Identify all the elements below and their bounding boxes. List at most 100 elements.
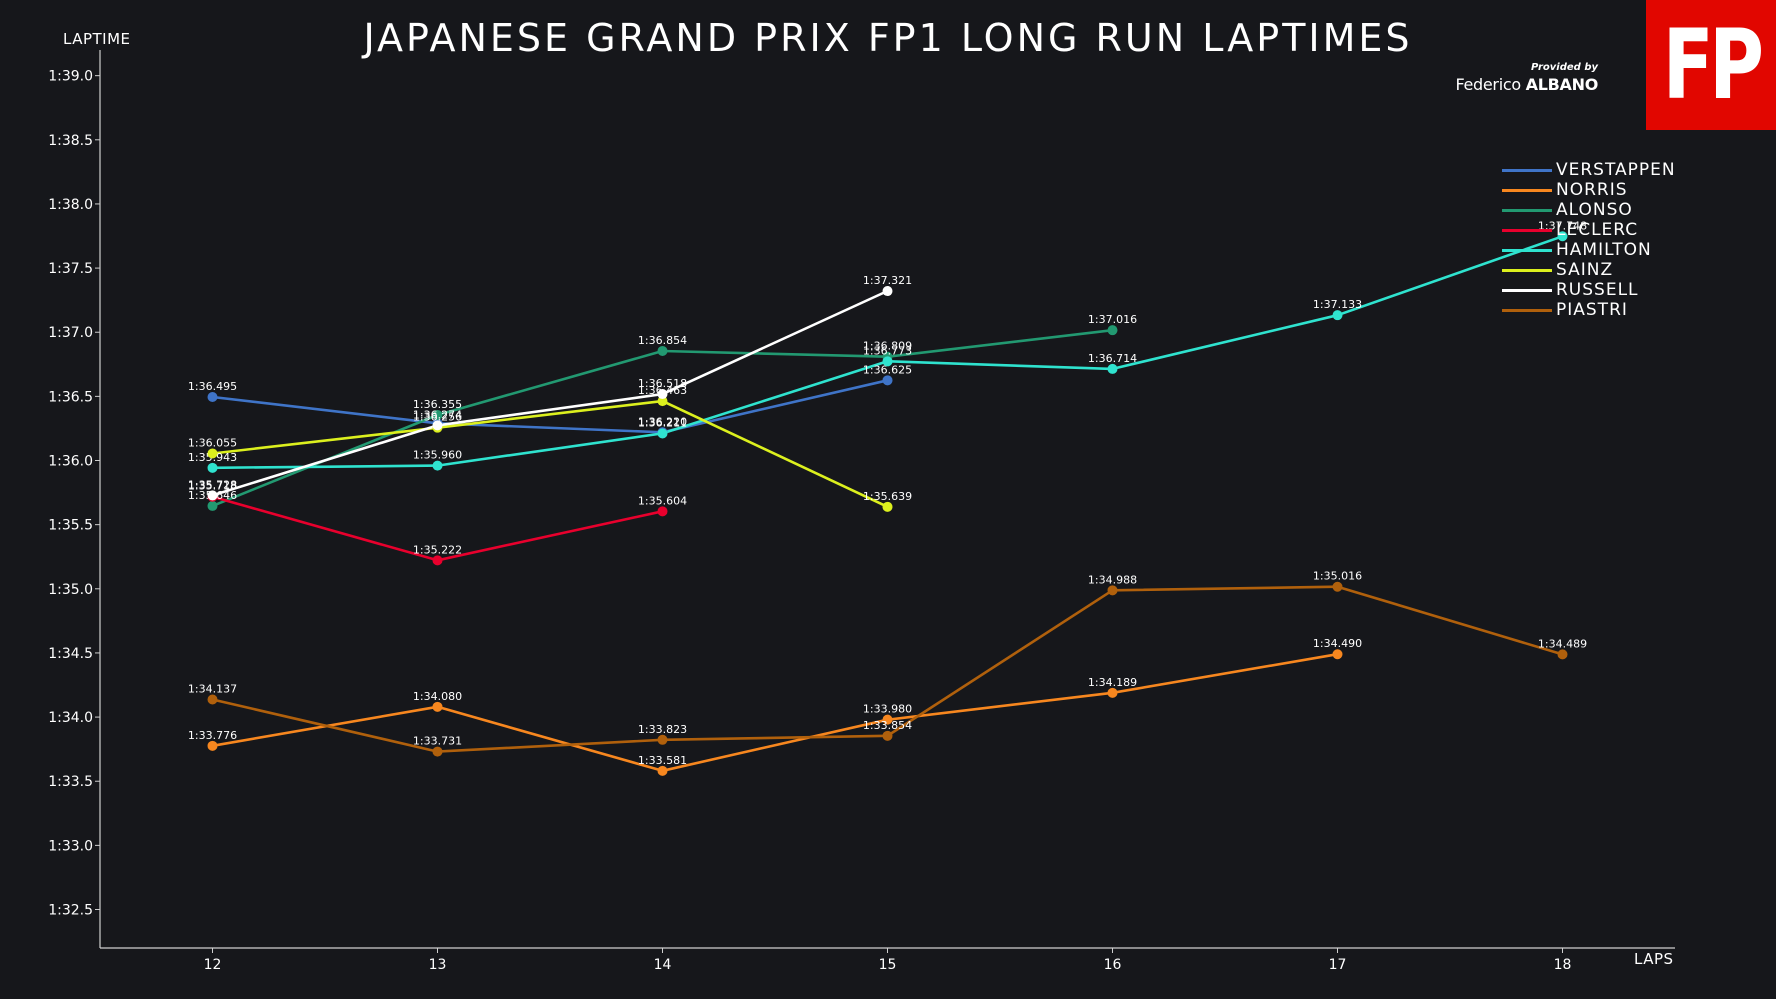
- data-label-hamilton: 1:37.133: [1313, 298, 1362, 311]
- y-tick-label: 1:39.0: [48, 69, 93, 85]
- legend-item-norris: NORRIS: [1502, 180, 1676, 200]
- x-tick-label: 17: [1329, 957, 1347, 973]
- data-point-piastri: [657, 734, 668, 745]
- fp-logo: FP: [1646, 0, 1776, 130]
- y-tick-label: 1:34.5: [48, 646, 93, 662]
- data-point-alonso: [1107, 325, 1118, 336]
- data-point-sainz: [207, 448, 218, 459]
- series-line-russell: [212, 289, 889, 497]
- series-line-sainz: [212, 399, 889, 508]
- data-label-hamilton: 1:36.211: [638, 416, 687, 429]
- y-tick-label: 1:36.5: [48, 389, 93, 405]
- data-label-russell: 1:35.728: [188, 478, 237, 491]
- legend-swatch-alonso: [1502, 208, 1552, 212]
- series-line-norris: [212, 652, 1338, 773]
- data-label-hamilton: 1:35.960: [413, 449, 462, 462]
- data-label-norris: 1:33.776: [188, 729, 237, 742]
- data-point-piastri: [432, 746, 443, 757]
- data-label-piastri: 1:33.854: [863, 719, 912, 732]
- series-line-verstappen: [212, 379, 888, 434]
- data-point-norris: [207, 740, 218, 751]
- legend-swatch-hamilton: [1502, 248, 1552, 252]
- data-label-verstappen: 1:36.625: [863, 363, 912, 376]
- data-point-hamilton: [1557, 231, 1568, 242]
- legend-item-russell: RUSSELL: [1502, 280, 1676, 300]
- data-label-verstappen: 1:36.220: [638, 415, 687, 428]
- legend-label-sainz: SAINZ: [1556, 260, 1614, 280]
- data-point-russell: [882, 286, 893, 297]
- chart-title: JAPANESE GRAND PRIX FP1 LONG RUN LAPTIME…: [363, 16, 1413, 60]
- data-point-verstappen: [882, 375, 893, 386]
- x-tick-label: 12: [204, 957, 222, 973]
- data-point-leclerc: [432, 555, 443, 566]
- data-point-norris: [657, 765, 668, 776]
- legend-label-russell: RUSSELL: [1556, 280, 1639, 300]
- x-tick-label: 13: [429, 957, 447, 973]
- legend-item-hamilton: HAMILTON: [1502, 240, 1676, 260]
- data-label-alonso: 1:36.854: [638, 334, 687, 347]
- data-point-sainz: [657, 396, 668, 407]
- legend-label-norris: NORRIS: [1556, 180, 1628, 200]
- x-tick-label: 16: [1104, 957, 1122, 973]
- legend-swatch-piastri: [1502, 308, 1552, 312]
- y-tick-label: 1:34.0: [48, 710, 93, 726]
- data-label-piastri: 1:35.016: [1313, 570, 1362, 583]
- legend-swatch-sainz: [1502, 268, 1552, 272]
- provided-by-label: Provided by: [1530, 62, 1598, 73]
- y-tick-label: 1:38.0: [48, 197, 93, 213]
- y-tick-label: 1:35.0: [48, 582, 93, 598]
- legend-label-leclerc: LECLERC: [1556, 220, 1639, 240]
- data-label-leclerc: 1:35.718: [188, 480, 237, 493]
- data-point-piastri: [1332, 581, 1343, 592]
- data-point-hamilton: [882, 356, 893, 367]
- data-point-alonso: [432, 409, 443, 420]
- chart-legend: VERSTAPPEN NORRIS ALONSO LECLERC HAMILTON SAI…: [1502, 160, 1676, 320]
- data-point-alonso: [657, 345, 668, 356]
- legend-item-verstappen: VERSTAPPEN: [1502, 160, 1676, 180]
- data-point-norris: [882, 714, 893, 725]
- y-tick-label: 1:35.5: [48, 518, 93, 534]
- author-first-name: Federico: [1455, 75, 1521, 94]
- data-label-hamilton: 1:36.773: [863, 344, 912, 357]
- data-label-hamilton: 1:36.714: [1088, 352, 1137, 365]
- data-point-hamilton: [432, 460, 443, 471]
- data-point-sainz: [882, 501, 893, 512]
- data-label-sainz: 1:35.639: [863, 490, 912, 503]
- data-point-hamilton: [657, 428, 668, 439]
- data-label-piastri: 1:33.823: [638, 723, 687, 736]
- data-point-russell: [657, 389, 668, 400]
- legend-swatch-norris: [1502, 188, 1552, 192]
- data-label-alonso: 1:37.016: [1088, 313, 1137, 326]
- data-point-piastri: [882, 730, 893, 741]
- data-point-norris: [1332, 649, 1343, 660]
- y-tick-label: 1:33.5: [48, 774, 93, 790]
- data-label-piastri: 1:34.988: [1088, 573, 1137, 586]
- provider-credit: Provided by Federico ALBANO: [1452, 62, 1598, 94]
- y-tick-label: 1:33.0: [48, 838, 93, 854]
- data-label-norris: 1:34.189: [1088, 676, 1137, 689]
- legend-swatch-leclerc: [1502, 228, 1552, 232]
- x-tick-label: 18: [1554, 957, 1572, 973]
- data-label-leclerc: 1:35.604: [638, 494, 687, 507]
- data-label-norris: 1:34.490: [1313, 637, 1362, 650]
- data-point-norris: [1107, 687, 1118, 698]
- data-label-alonso: 1:36.355: [413, 398, 462, 411]
- data-label-verstappen: 1:36.495: [188, 380, 237, 393]
- legend-label-verstappen: VERSTAPPEN: [1556, 160, 1676, 180]
- data-label-russell: 1:37.321: [863, 274, 912, 287]
- y-axis-label: LAPTIME: [63, 30, 131, 48]
- author-last-name: ALBANO: [1525, 75, 1599, 94]
- x-axis-label: LAPS: [1634, 950, 1674, 968]
- data-point-leclerc: [657, 506, 668, 517]
- legend-label-piastri: PIASTRI: [1556, 300, 1628, 320]
- legend-item-leclerc: LECLERC: [1502, 220, 1676, 240]
- data-point-hamilton: [1332, 310, 1343, 321]
- y-tick-label: 1:36.0: [48, 454, 93, 470]
- author-name: Federico ALBANO: [1452, 75, 1598, 94]
- data-point-piastri: [1107, 585, 1118, 596]
- data-point-verstappen: [207, 392, 218, 403]
- logo-text: FP: [1662, 9, 1764, 121]
- data-point-norris: [432, 701, 443, 712]
- y-tick-label: 1:38.5: [48, 133, 93, 149]
